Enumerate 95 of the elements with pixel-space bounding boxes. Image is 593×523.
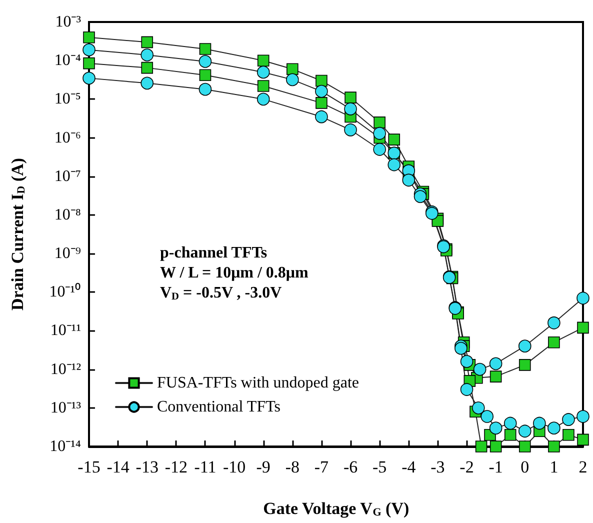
x-tick-label: -6 [343, 458, 358, 476]
point [198, 55, 212, 68]
point [454, 342, 468, 355]
point [504, 428, 516, 441]
point [518, 359, 531, 371]
x-tick-label: -13 [136, 458, 158, 476]
x-tick-label: -2 [460, 458, 474, 476]
point [577, 434, 589, 446]
point [141, 62, 154, 74]
point [548, 440, 560, 452]
point [316, 97, 328, 109]
point [315, 110, 328, 124]
point [141, 36, 154, 48]
point [472, 402, 485, 414]
x-tick-label: -9 [256, 458, 270, 476]
point [489, 422, 502, 434]
point [315, 84, 328, 98]
x-tick-label: -3 [430, 458, 445, 476]
point [256, 66, 270, 79]
y-axis-title: Drain Current ID (A) [8, 158, 28, 311]
point [490, 370, 502, 382]
point [518, 440, 531, 452]
x-tick-label: 0 [520, 458, 530, 476]
point [374, 116, 386, 128]
y-tick-label: 10⁻¹¹ [50, 322, 82, 340]
x-tick-label: 1 [550, 458, 558, 476]
point [198, 82, 212, 96]
point [504, 416, 517, 430]
y-tick-label: 10⁻⁸ [54, 206, 81, 224]
legend-label: Conventional TFTs [157, 398, 280, 416]
point [548, 316, 560, 330]
point [257, 80, 270, 92]
y-tick-label: 10⁻¹⁴ [50, 438, 82, 455]
point [473, 362, 486, 376]
point [83, 57, 95, 70]
point [256, 92, 270, 106]
point [286, 63, 298, 76]
point [518, 424, 532, 438]
y-tick-label: 10⁻⁵ [54, 90, 81, 108]
y-tick-label: 10⁻¹⁰ [49, 282, 81, 301]
point [199, 69, 212, 82]
point [82, 43, 96, 56]
annotation: W / L = 10μm / 0.8μm [160, 264, 309, 282]
x-tick-label: -11 [194, 458, 216, 476]
point [344, 124, 357, 136]
y-tick-label: 10⁻⁹ [54, 245, 82, 262]
point [316, 74, 328, 87]
point [140, 76, 154, 90]
x-tick-label: 2 [578, 458, 588, 476]
x-tick-label: -15 [78, 458, 100, 476]
x-tick-label: -14 [106, 458, 130, 476]
x-tick-label: -8 [285, 458, 300, 476]
x-tick-label: -10 [222, 458, 246, 476]
point [460, 383, 474, 396]
y-tick-label: 10⁻¹² [50, 360, 82, 378]
point [576, 410, 590, 423]
point [344, 102, 357, 116]
point [140, 48, 154, 62]
x-tick-label: -4 [402, 458, 416, 476]
point [533, 416, 546, 430]
point [548, 336, 560, 348]
point [388, 158, 401, 172]
point [286, 73, 299, 86]
point [82, 72, 96, 85]
point [576, 292, 590, 305]
point [414, 190, 427, 203]
point [373, 142, 386, 156]
point [548, 422, 560, 434]
y-tick-label: 10⁻⁷ [54, 168, 81, 185]
point [562, 413, 575, 426]
point [480, 410, 494, 423]
x-tick-label: -5 [372, 458, 387, 476]
point [490, 440, 502, 452]
point [257, 54, 270, 66]
point [489, 357, 502, 370]
point [83, 31, 95, 44]
y-tick-label: 10⁻⁴ [54, 52, 82, 70]
point [518, 340, 532, 352]
y-tick-label: 10⁻¹³ [50, 399, 82, 416]
y-tick-label: 10⁻⁶ [54, 129, 81, 146]
point [475, 440, 488, 452]
annotation: p-channel TFTs [160, 244, 268, 262]
point [373, 126, 386, 140]
point [199, 43, 212, 55]
x-tick-label: -7 [314, 458, 330, 476]
point [388, 134, 400, 146]
x-tick-label: -12 [164, 458, 188, 476]
point [577, 322, 589, 334]
point [460, 355, 474, 368]
x-tick-label: -1 [488, 458, 503, 476]
legend-label: FUSA-TFTs with undoped gate [157, 374, 359, 392]
point [562, 428, 574, 441]
point [344, 92, 356, 104]
y-tick-label: 10⁻³ [55, 14, 82, 30]
point [402, 174, 416, 186]
